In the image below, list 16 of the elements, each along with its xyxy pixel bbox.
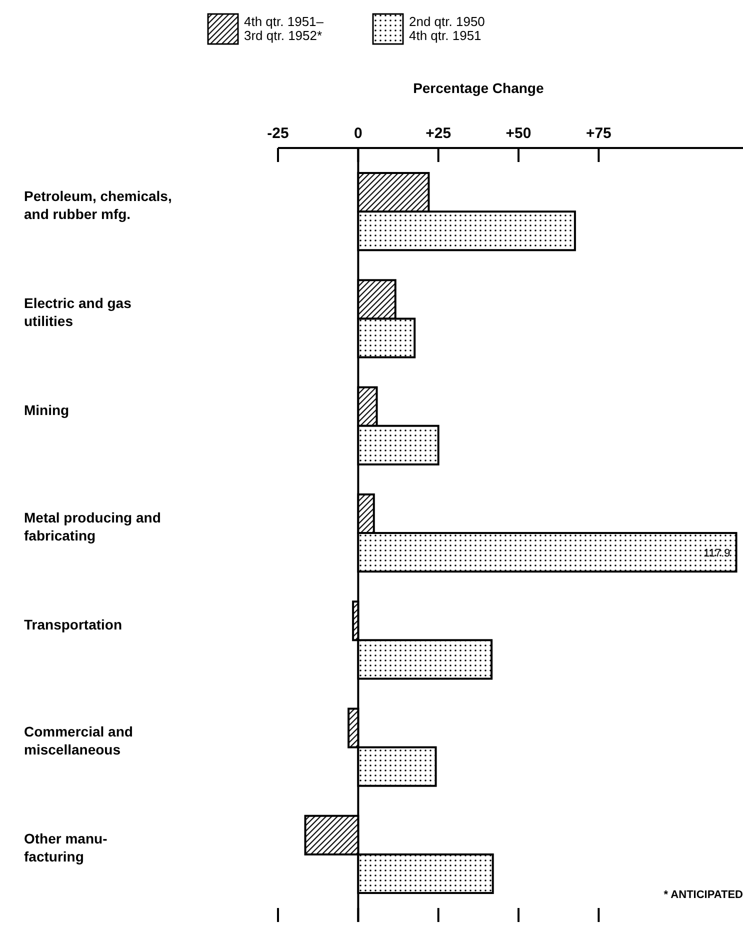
y-tick-label: Metal producing and fabricating bbox=[24, 509, 161, 544]
x-tick-label: +75 bbox=[586, 125, 612, 142]
y-tick-label: Other manu- facturing bbox=[24, 830, 108, 865]
legend-label: 2nd qtr. 1950 4th qtr. 1951 bbox=[409, 14, 485, 43]
y-tick-label: Transportation bbox=[24, 616, 122, 632]
y-tick-label: Petroleum, chemicals, and rubber mfg. bbox=[24, 188, 172, 222]
x-axis-title: Percentage Change bbox=[413, 80, 544, 96]
y-tick-label: Mining bbox=[24, 402, 70, 418]
legend-label: 4th qtr. 1951– 3rd qtr. 1952* bbox=[244, 14, 324, 43]
x-tick-label: -25 bbox=[267, 125, 289, 142]
x-tick-label: 0 bbox=[354, 125, 362, 142]
y-tick-label: Commercial and miscellaneous bbox=[24, 724, 133, 758]
x-tick-label: +50 bbox=[506, 125, 532, 142]
annotation: * ANTICIPATED bbox=[664, 889, 743, 901]
y-tick-label: Electric and gas utilities bbox=[24, 295, 132, 329]
x-tick-label: +25 bbox=[426, 125, 452, 142]
